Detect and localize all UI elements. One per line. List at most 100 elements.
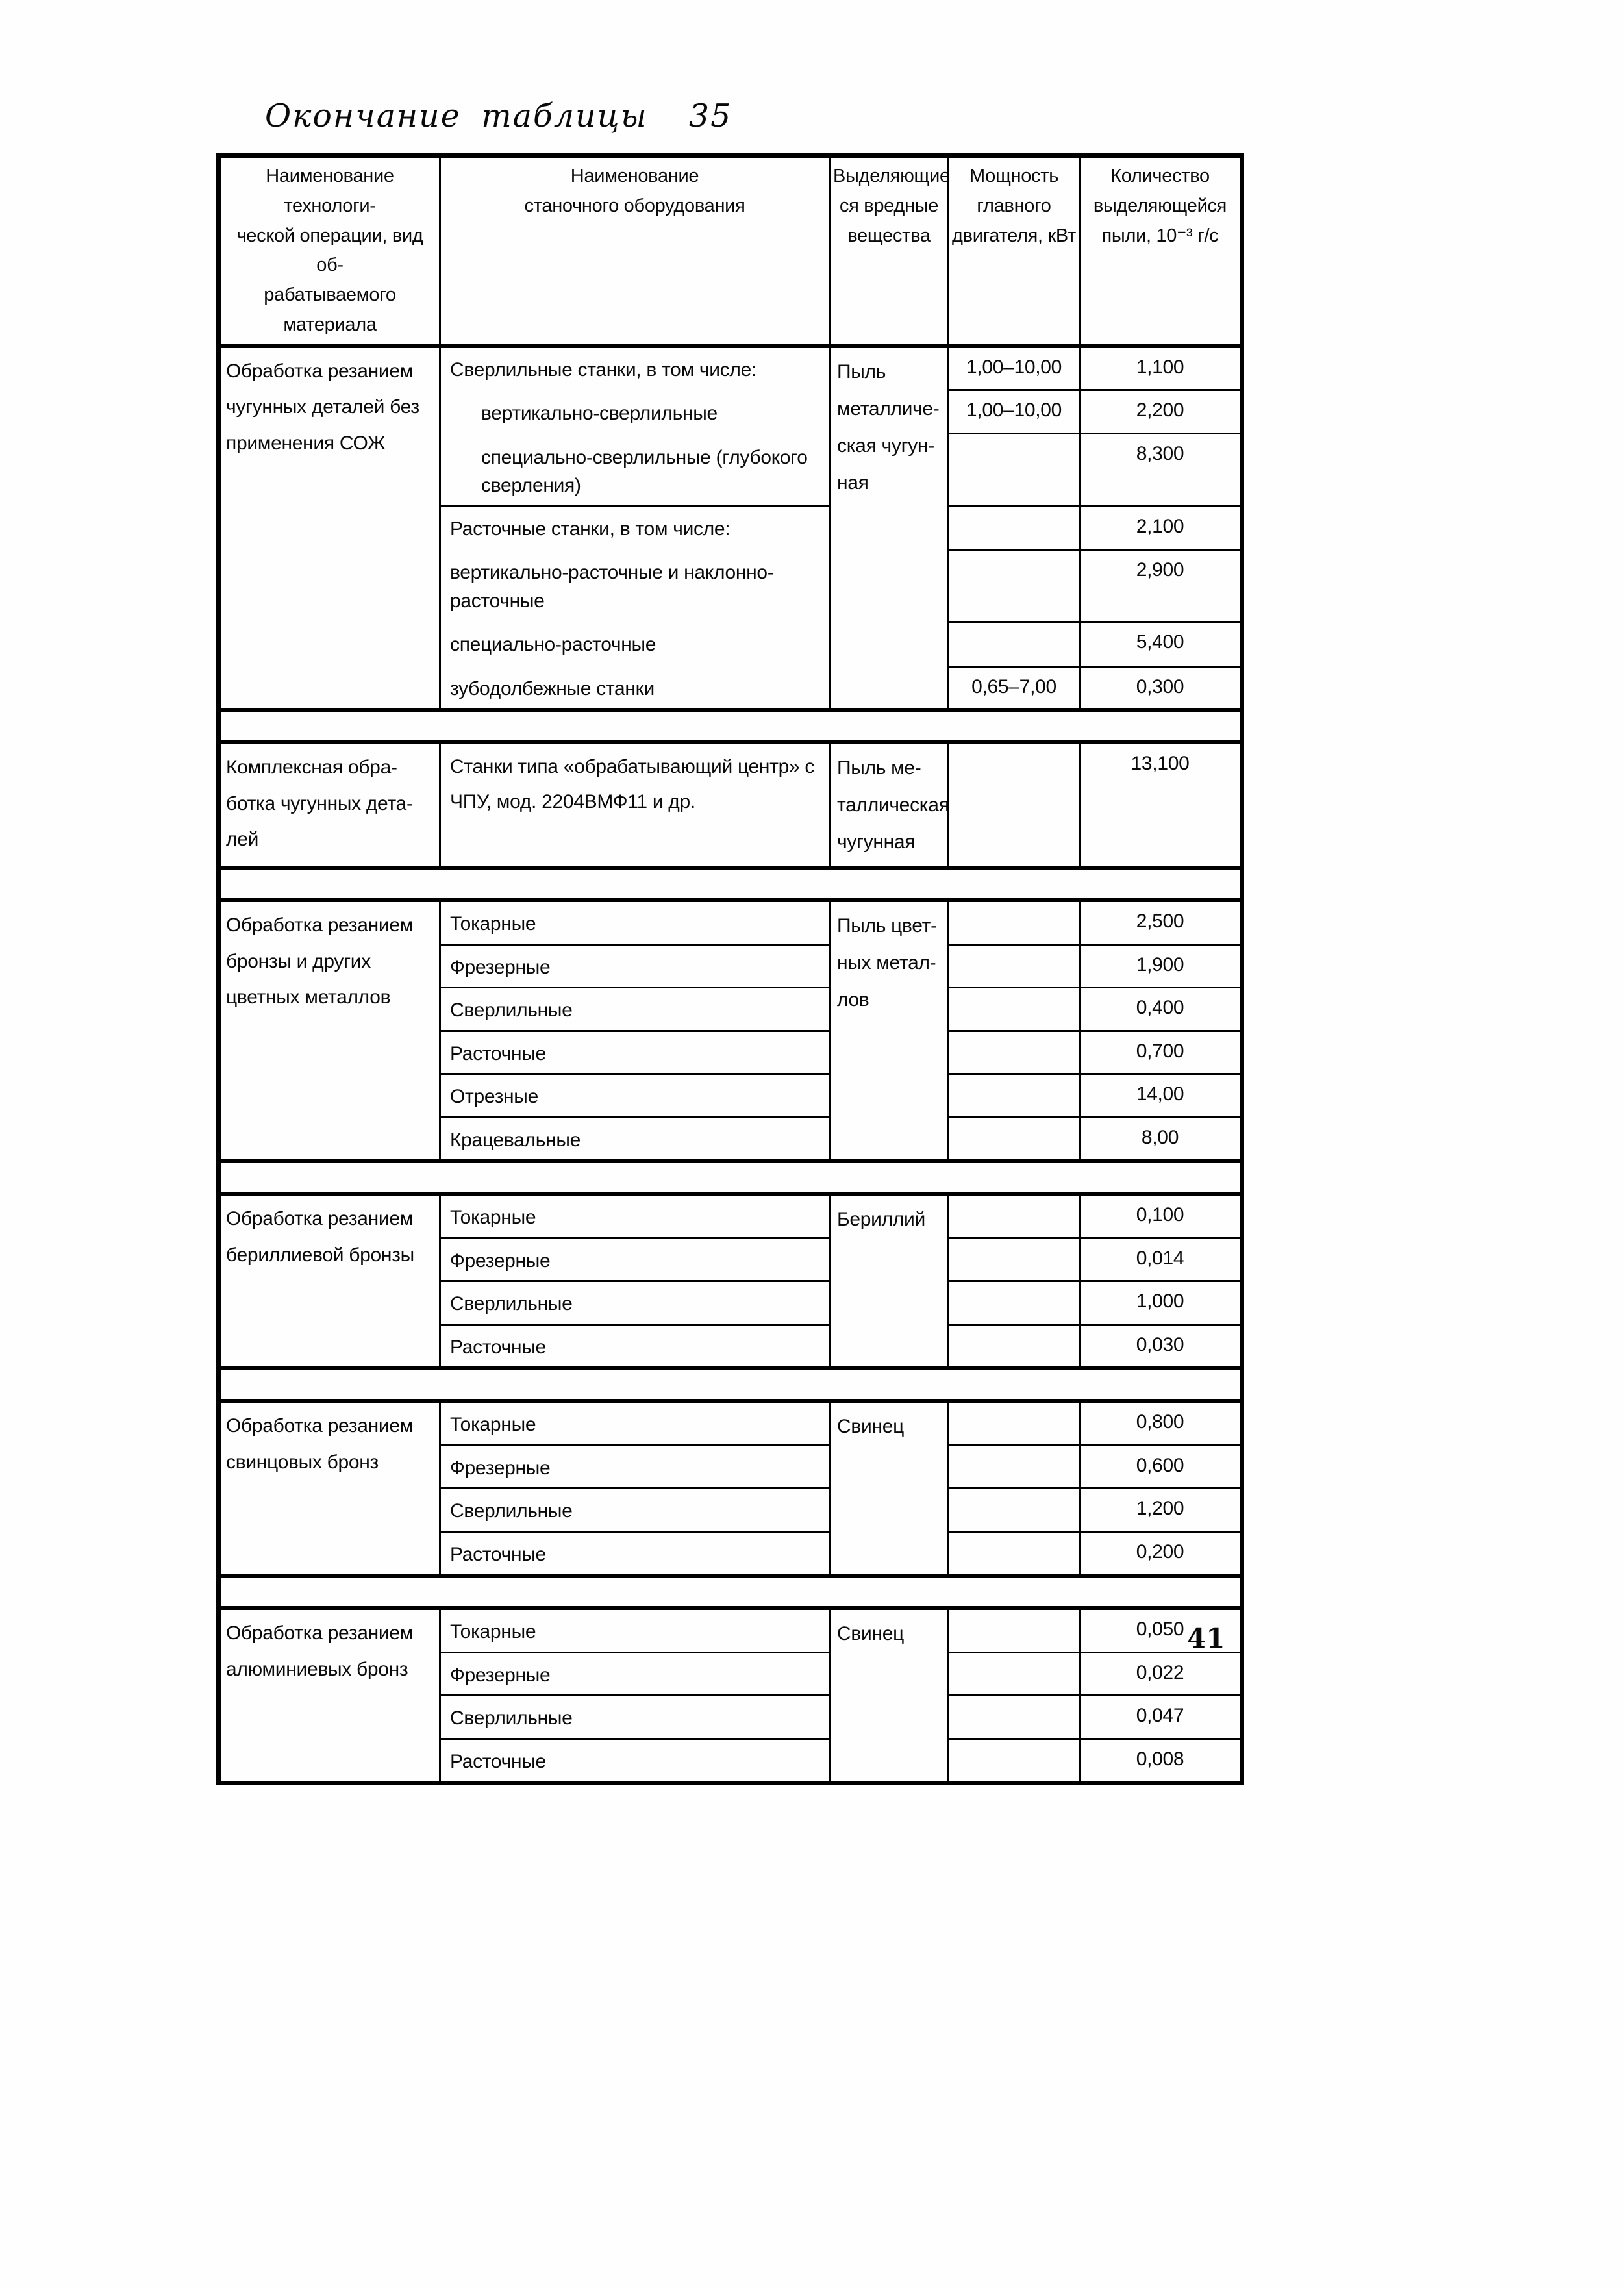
substance-cell: Пыль металличе- ская чугун- ная: [829, 344, 949, 711]
power-cell: [947, 1400, 1081, 1446]
equipment-cell: Фрезерные: [439, 943, 831, 989]
table-row: Расточные станки, в том числе: вертикаль…: [219, 505, 1243, 711]
dust-quantity-cell: 2,500: [1079, 899, 1243, 946]
table-row: Фрезерные 1,900: [219, 943, 1243, 989]
equipment-cell: Фрезерные: [439, 1444, 831, 1490]
dust-quantity-cell: 0,047: [1079, 1694, 1243, 1740]
operation-cell: Обработка резанием бронзы и других цветн…: [218, 899, 441, 1163]
col-header-equipment: Наименование станочного оборудования: [439, 154, 831, 348]
equipment-cell: Расточные: [439, 1530, 831, 1577]
equipment-cell: Сверлильные: [439, 987, 831, 1032]
power-cell: [947, 987, 1081, 1032]
page-number: 41: [1187, 1622, 1225, 1654]
table-row: Обработка резанием свинцовых бронз Токар…: [218, 1400, 1243, 1577]
equipment-cell: Сверлильные: [439, 1694, 831, 1740]
table-row: Обработка резанием бронзы и других цветн…: [218, 899, 1243, 1163]
substance-cell: Свинец: [829, 1400, 949, 1577]
power-cell: [947, 1737, 1081, 1785]
power-cell: [947, 1323, 1081, 1370]
col-header-operation: Наименование технологи- ческой операции,…: [218, 154, 441, 348]
table-row: Крацевальные 8,00: [219, 1116, 1243, 1163]
dust-quantity-cell: 0,200: [1079, 1530, 1243, 1577]
table-row: 8,300: [219, 432, 1243, 507]
substance-cell: Пыль ме- таллическая чугунная: [829, 741, 949, 869]
power-cell: [947, 548, 1081, 623]
equipment-cell: Токарные: [439, 1607, 831, 1653]
spacer-row: [218, 866, 1242, 903]
spacer-row: [218, 1366, 1242, 1403]
equipment-cell: Расточные станки, в том числе: вертикаль…: [439, 505, 831, 711]
operation-cell: Обработка резанием чугунных деталей без …: [218, 344, 441, 711]
table-row: Фрезерные 0,022: [219, 1651, 1243, 1697]
substance-cell: Пыль цвет- ных метал- лов: [829, 899, 949, 1163]
dust-quantity-cell: 2,900: [1079, 548, 1243, 623]
table-row: Расточные 0,008: [219, 1737, 1243, 1785]
dust-quantity-cell: 0,100: [1079, 1192, 1243, 1239]
power-cell: [947, 432, 1081, 507]
table-row: Отрезные 14,00: [219, 1073, 1243, 1118]
power-cell: [947, 620, 1081, 668]
equipment-line: вертикально-сверлильные: [481, 403, 718, 425]
table-row: Комплексная обра- ботка чугунных дета- л…: [218, 741, 1243, 869]
power-cell: [947, 741, 1081, 869]
table-row: Фрезерные 0,600: [219, 1444, 1243, 1490]
table-row: Сверлильные 0,400: [219, 987, 1243, 1032]
table-row: 5,400: [219, 620, 1243, 668]
table-row: Обработка резанием чугунных деталей без …: [218, 344, 1243, 711]
equipment-cell: Фрезерные: [439, 1237, 831, 1283]
table-row: Расточные 0,700: [219, 1029, 1243, 1075]
table-row: Сверлильные 1,200: [219, 1487, 1243, 1533]
dust-quantity-cell: 2,100: [1079, 505, 1243, 551]
table-row: Обработка резанием бериллиевой бронзы То…: [218, 1192, 1243, 1370]
equipment-cell: Крацевальные: [439, 1116, 831, 1163]
power-cell: 1,00–10,00: [947, 389, 1081, 434]
power-cell: [947, 1192, 1081, 1239]
table-row: Сверлильные 1,000: [219, 1280, 1243, 1326]
equipment-cell: Сверлильные станки, в том числе: вертика…: [439, 344, 831, 507]
operation-cell: Обработка резанием свинцовых бронз: [218, 1400, 441, 1577]
table-row: 2,900: [219, 548, 1243, 623]
dust-quantity-cell: 14,00: [1079, 1073, 1243, 1118]
equipment-cell: Расточные: [439, 1323, 831, 1370]
equipment-cell: Расточные: [439, 1737, 831, 1785]
power-cell: [947, 1029, 1081, 1075]
dust-quantity-cell: 0,030: [1079, 1323, 1243, 1370]
power-cell: [947, 1651, 1081, 1697]
substance-cell: Свинец: [829, 1607, 949, 1785]
power-cell: 1,00–10,00: [947, 344, 1081, 392]
operation-cell: Обработка резанием алюминиевых бронз: [218, 1607, 441, 1785]
dust-quantity-cell: 13,100: [1079, 741, 1243, 869]
dust-quantity-cell: 0,800: [1079, 1400, 1243, 1446]
spacer-cell: [218, 1574, 1242, 1611]
table-row: 1,00–10,00 2,200: [219, 389, 1243, 434]
dust-emissions-table: Наименование технологи- ческой операции,…: [216, 153, 1244, 1786]
table-row: 0,65–7,00 0,300: [219, 665, 1243, 711]
spacer-row: [218, 708, 1242, 745]
spacer-row: [218, 1159, 1242, 1196]
equipment-cell: Расточные: [439, 1029, 831, 1075]
power-cell: [947, 943, 1081, 989]
spacer-row: [218, 1574, 1242, 1611]
equipment-line: специально-расточные: [450, 634, 656, 656]
equipment-cell: Токарные: [439, 1192, 831, 1239]
power-cell: [947, 1237, 1081, 1283]
col-header-substances: Выделяющие- ся вредные вещества: [829, 154, 949, 348]
spacer-cell: [218, 1366, 1242, 1403]
dust-quantity-cell: 0,600: [1079, 1444, 1243, 1490]
equipment-cell: Отрезные: [439, 1073, 831, 1118]
power-cell: [947, 1694, 1081, 1740]
dust-quantity-cell: 0,014: [1079, 1237, 1243, 1283]
equipment-cell: Фрезерные: [439, 1651, 831, 1697]
table-header-row: Наименование технологи- ческой операции,…: [218, 154, 1243, 348]
dust-quantity-cell: 0,400: [1079, 987, 1243, 1032]
power-cell: [947, 505, 1081, 551]
dust-quantity-cell: 1,000: [1079, 1280, 1243, 1326]
table-row: Расточные 0,030: [219, 1323, 1243, 1370]
spacer-cell: [218, 708, 1242, 745]
spacer-cell: [218, 866, 1242, 903]
power-cell: [947, 1444, 1081, 1490]
equipment-cell: Станки типа «обрабатывающий центр» с ЧПУ…: [439, 741, 831, 869]
dust-quantity-cell: 0,008: [1079, 1737, 1243, 1785]
dust-quantity-cell: 0,050: [1079, 1607, 1243, 1653]
